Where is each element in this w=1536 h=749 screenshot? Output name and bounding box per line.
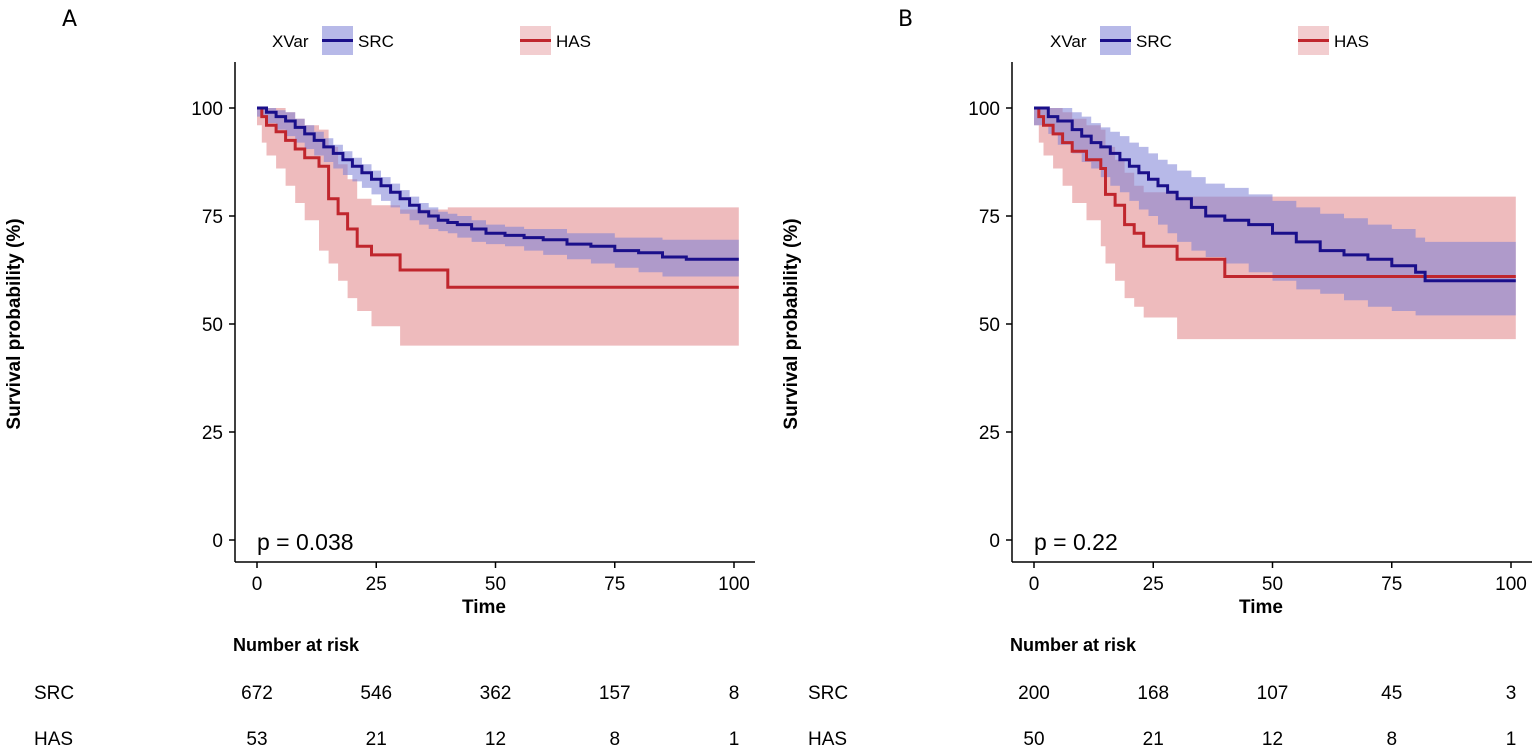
legend-entry-src: SRC xyxy=(322,26,394,55)
legend-title: XVar xyxy=(272,32,309,51)
y-tick-label: 75 xyxy=(979,207,1000,228)
legend: XVar SRC HAS xyxy=(1050,26,1369,55)
risk-count: 21 xyxy=(366,729,387,749)
risk-count: 362 xyxy=(480,683,512,704)
legend-title: XVar xyxy=(1050,32,1087,51)
y-axis-label: Survival probability (%) xyxy=(4,218,25,429)
y-tick-label: 50 xyxy=(202,315,223,336)
risk-row-label: SRC xyxy=(808,683,848,704)
p-value-annotation: p = 0.22 xyxy=(1034,529,1118,555)
risk-row-src: SRC 672 546 362 157 8 xyxy=(34,683,739,704)
risk-row-has: HAS 53 21 12 8 1 xyxy=(34,729,739,749)
risk-row-has: HAS 50 21 12 8 1 xyxy=(808,729,1516,749)
y-tick-label: 25 xyxy=(979,423,1000,444)
y-tick-label: 50 xyxy=(979,315,1000,336)
risk-count: 53 xyxy=(246,729,267,749)
risk-row-label: HAS xyxy=(808,729,847,749)
risk-table: Number at risk SRC 672 546 362 157 8 HAS 53 21 12 8… xyxy=(34,635,739,749)
legend-entry-has: HAS xyxy=(1298,26,1369,55)
risk-count: 200 xyxy=(1018,683,1050,704)
risk-count: 168 xyxy=(1137,683,1169,704)
x-axis-label: Time xyxy=(462,597,506,618)
x-tick-label: 75 xyxy=(604,574,625,595)
risk-count: 12 xyxy=(485,729,506,749)
risk-count: 45 xyxy=(1381,683,1402,704)
risk-count: 107 xyxy=(1257,683,1289,704)
x-tick-label: 50 xyxy=(1262,574,1283,595)
risk-row-src: SRC 200 168 107 45 3 xyxy=(808,683,1516,704)
legend-label: HAS xyxy=(556,32,591,51)
x-tick-label: 100 xyxy=(1495,574,1527,595)
panel-label: B xyxy=(898,7,913,32)
y-tick-label: 100 xyxy=(191,99,223,120)
risk-count: 50 xyxy=(1023,729,1044,749)
x-tick-label: 25 xyxy=(1143,574,1164,595)
risk-row-label: HAS xyxy=(34,729,73,749)
risk-count: 8 xyxy=(729,683,740,704)
risk-table-title: Number at risk xyxy=(1010,635,1137,655)
y-tick-label: 100 xyxy=(968,99,1000,120)
legend-entry-src: SRC xyxy=(1100,26,1172,55)
risk-count: 21 xyxy=(1143,729,1164,749)
legend-label: SRC xyxy=(1136,32,1172,51)
risk-count: 8 xyxy=(609,729,620,749)
panel-a: A XVar SRC HAS 0 25 50 75 100 0 25 50 75 100 Time Survi… xyxy=(4,7,755,749)
y-tick-label: 0 xyxy=(212,531,223,552)
legend-label: SRC xyxy=(358,32,394,51)
risk-count: 8 xyxy=(1386,729,1397,749)
y-axis-label: Survival probability (%) xyxy=(781,218,802,429)
x-tick-label: 50 xyxy=(485,574,506,595)
risk-count: 157 xyxy=(599,683,631,704)
risk-count: 1 xyxy=(1506,729,1517,749)
legend-entry-has: HAS xyxy=(520,26,591,55)
x-tick-label: 25 xyxy=(366,574,387,595)
risk-row-label: SRC xyxy=(34,683,74,704)
risk-count: 672 xyxy=(241,683,273,704)
y-tick-label: 25 xyxy=(202,423,223,444)
x-tick-label: 0 xyxy=(1029,574,1040,595)
x-tick-label: 0 xyxy=(252,574,263,595)
risk-count: 12 xyxy=(1262,729,1283,749)
x-tick-label: 100 xyxy=(718,574,750,595)
x-axis-label: Time xyxy=(1239,597,1283,618)
p-value-annotation: p = 0.038 xyxy=(257,529,354,555)
risk-table-title: Number at risk xyxy=(233,635,360,655)
figure: AXVar SRC HAS02550751000 25 50 75 100TimeSurvi… xyxy=(0,0,1536,749)
panel-b: B XVar SRC HAS 0 25 50 75 100 0 25 50 75 100 Time Survi… xyxy=(781,7,1532,749)
legend-label: HAS xyxy=(1334,32,1369,51)
risk-count: 3 xyxy=(1506,683,1517,704)
risk-table: Number at risk SRC 200 168 107 45 3 HAS 50 21 12 8 1 xyxy=(808,635,1516,749)
y-tick-label: 75 xyxy=(202,207,223,228)
panel-label: A xyxy=(62,7,77,32)
x-tick-label: 75 xyxy=(1381,574,1402,595)
risk-count: 546 xyxy=(360,683,392,704)
y-tick-label: 0 xyxy=(989,531,1000,552)
legend: XVar SRC HAS xyxy=(272,26,591,55)
risk-count: 1 xyxy=(729,729,740,749)
